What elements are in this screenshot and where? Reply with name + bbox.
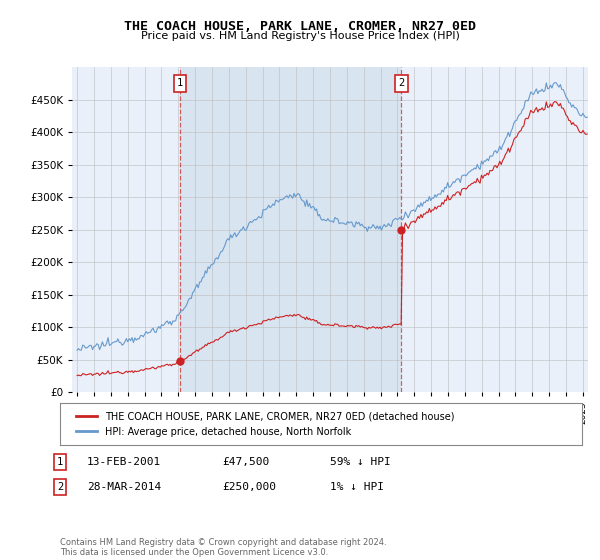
Text: 2: 2 (398, 78, 404, 88)
Bar (180, 67, 401, 392)
Text: Price paid vs. HM Land Registry's House Price Index (HPI): Price paid vs. HM Land Registry's House … (140, 31, 460, 41)
Text: 2: 2 (57, 482, 63, 492)
Text: THE COACH HOUSE, PARK LANE, CROMER, NR27 0ED: THE COACH HOUSE, PARK LANE, CROMER, NR27… (124, 20, 476, 32)
Text: 1% ↓ HPI: 1% ↓ HPI (330, 482, 384, 492)
Text: £250,000: £250,000 (222, 482, 276, 492)
Text: 13-FEB-2001: 13-FEB-2001 (87, 457, 161, 467)
Text: Contains HM Land Registry data © Crown copyright and database right 2024.
This d: Contains HM Land Registry data © Crown c… (60, 538, 386, 557)
Text: 1: 1 (177, 78, 183, 88)
Legend: THE COACH HOUSE, PARK LANE, CROMER, NR27 0ED (detached house), HPI: Average pric: THE COACH HOUSE, PARK LANE, CROMER, NR27… (70, 406, 460, 442)
Text: 1: 1 (57, 457, 63, 467)
Text: 28-MAR-2014: 28-MAR-2014 (87, 482, 161, 492)
Text: £47,500: £47,500 (222, 457, 269, 467)
Text: 59% ↓ HPI: 59% ↓ HPI (330, 457, 391, 467)
